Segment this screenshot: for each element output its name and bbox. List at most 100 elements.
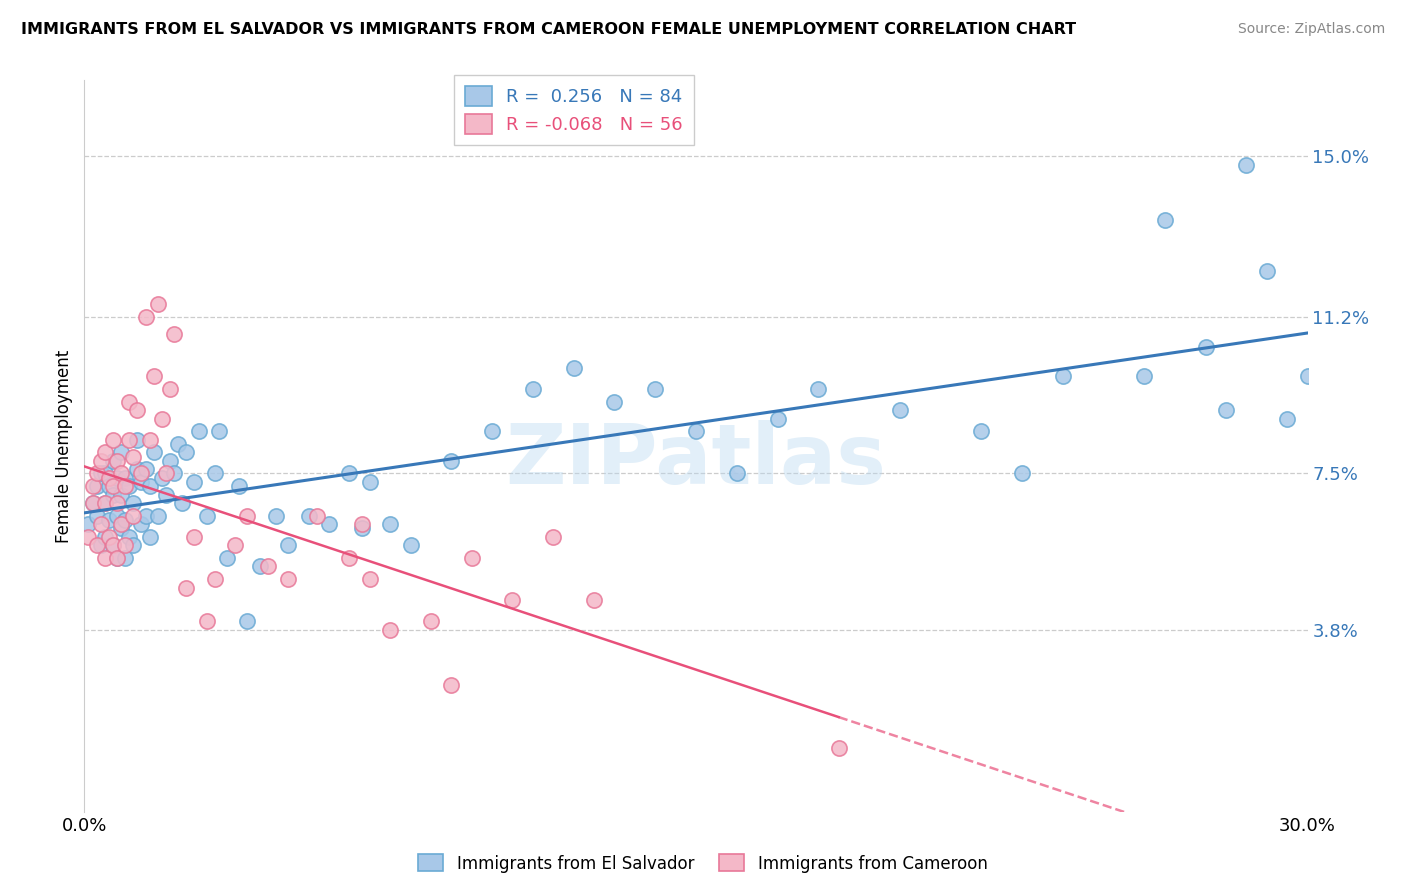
Point [217, 551, 239, 566]
Point [131, 475, 153, 489]
Point [90, 454, 112, 468]
Point [105, 508, 128, 523]
Point [359, 572, 381, 586]
Point [766, 411, 789, 425]
Point [305, 508, 328, 523]
Point [93, 551, 115, 566]
Point [101, 433, 124, 447]
Point [183, 530, 205, 544]
Point [150, 471, 173, 485]
Point [93, 496, 115, 510]
Point [77, 517, 100, 532]
Point [97, 471, 120, 485]
Point [236, 615, 259, 629]
Point [110, 517, 132, 532]
Point [1256, 263, 1278, 277]
Point [131, 467, 153, 481]
Point [114, 513, 136, 527]
Y-axis label: Female Unemployment: Female Unemployment [55, 350, 73, 542]
Point [114, 551, 136, 566]
Point [350, 517, 373, 532]
Point [82, 479, 104, 493]
Point [807, 382, 830, 396]
Point [440, 678, 463, 692]
Point [1277, 411, 1299, 425]
Point [138, 479, 160, 493]
Point [167, 437, 190, 451]
Point [264, 508, 287, 523]
Text: Source: ZipAtlas.com: Source: ZipAtlas.com [1237, 22, 1385, 37]
Point [86, 538, 108, 552]
Point [339, 467, 361, 481]
Point [208, 424, 231, 438]
Point [86, 508, 108, 523]
Point [583, 593, 606, 607]
Point [318, 517, 340, 532]
Point [122, 496, 145, 510]
Point [138, 530, 160, 544]
Point [277, 572, 299, 586]
Point [603, 394, 626, 409]
Point [101, 538, 124, 552]
Point [122, 508, 145, 523]
Point [90, 467, 112, 481]
Point [277, 538, 299, 552]
Point [889, 403, 911, 417]
Point [725, 467, 748, 481]
Point [101, 454, 124, 468]
Point [1215, 403, 1237, 417]
Point [86, 467, 108, 481]
Point [82, 496, 104, 510]
Point [1133, 369, 1156, 384]
Point [828, 741, 851, 756]
Point [122, 450, 145, 464]
Point [1052, 369, 1074, 384]
Point [93, 445, 115, 459]
Point [127, 462, 149, 476]
Point [101, 479, 124, 493]
Point [163, 326, 186, 341]
Point [562, 360, 585, 375]
Point [224, 538, 246, 552]
Point [257, 559, 280, 574]
Point [174, 581, 197, 595]
Point [359, 475, 381, 489]
Point [204, 467, 226, 481]
Point [93, 496, 115, 510]
Point [93, 467, 115, 481]
Point [97, 479, 120, 493]
Point [114, 479, 136, 493]
Point [644, 382, 666, 396]
Point [1195, 340, 1218, 354]
Point [90, 538, 112, 552]
Point [118, 433, 141, 447]
Point [105, 551, 128, 566]
Point [97, 513, 120, 527]
Point [114, 471, 136, 485]
Point [155, 488, 177, 502]
Point [249, 559, 271, 574]
Point [339, 551, 361, 566]
Point [105, 551, 128, 566]
Point [685, 424, 707, 438]
Point [187, 424, 209, 438]
Point [298, 508, 321, 523]
Point [146, 297, 169, 311]
Point [150, 411, 173, 425]
Point [77, 530, 100, 544]
Point [105, 454, 128, 468]
Point [420, 615, 443, 629]
Text: IMMIGRANTS FROM EL SALVADOR VS IMMIGRANTS FROM CAMEROON FEMALE UNEMPLOYMENT CORR: IMMIGRANTS FROM EL SALVADOR VS IMMIGRANT… [21, 22, 1076, 37]
Point [195, 615, 218, 629]
Point [118, 394, 141, 409]
Point [135, 508, 157, 523]
Point [101, 538, 124, 552]
Point [1154, 212, 1177, 227]
Point [135, 310, 157, 324]
Point [110, 445, 132, 459]
Point [195, 508, 218, 523]
Point [236, 508, 259, 523]
Point [159, 382, 181, 396]
Point [93, 530, 115, 544]
Point [461, 551, 484, 566]
